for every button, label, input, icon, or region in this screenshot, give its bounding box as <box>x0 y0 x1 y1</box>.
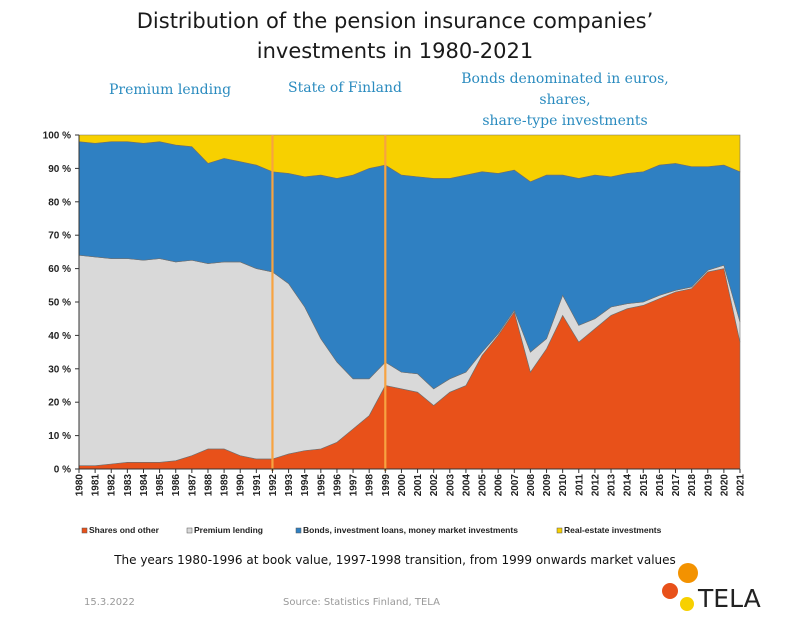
y-tick-label: 0 % <box>54 465 71 476</box>
y-tick-label: 40 % <box>48 331 71 342</box>
x-tick-label: 2016 <box>655 474 666 497</box>
period-label-state-of-finland: State of Finland <box>288 80 402 96</box>
period-label-bonds-line-2: share-type investments <box>482 113 648 129</box>
footer-source: Source: Statistics Finland, TELA <box>283 597 440 608</box>
logo-dot-orange <box>678 563 698 583</box>
x-tick-label: 1992 <box>268 474 279 497</box>
x-tick-label: 1993 <box>284 474 295 497</box>
tela-logo-icon <box>662 563 698 611</box>
y-tick-label: 10 % <box>48 431 71 442</box>
y-tick-label: 50 % <box>48 298 71 309</box>
plot-areas <box>78 134 741 470</box>
x-tick-label: 2004 <box>461 474 472 497</box>
x-tick-label: 2013 <box>607 474 618 497</box>
x-tick-label: 2002 <box>429 474 440 497</box>
x-tick-label: 1980 <box>75 474 86 497</box>
chart-axes: 0 % 10 % 20 % 30 % 40 % 50 % 60 % 70 % 80 % 90 % 1… <box>43 131 747 497</box>
y-tick-label: 30 % <box>48 364 71 375</box>
x-tick-label: 2009 <box>542 474 553 497</box>
logo-dot-red <box>662 583 678 599</box>
y-tick-label: 80 % <box>48 197 71 208</box>
valuation-note: The years 1980-1996 at book value, 1997-… <box>114 553 676 567</box>
x-tick-label: 2006 <box>494 474 505 497</box>
period-label-bonds-shares: Bonds denominated in euros, shares, shar… <box>440 69 690 132</box>
legend-label-2: Bonds, investment loans, money market in… <box>303 525 518 535</box>
x-tick-label: 2015 <box>639 474 650 497</box>
x-tick-label: 1988 <box>203 474 214 497</box>
chart-legend: Shares ond other Premium lending Bonds, in… <box>81 525 662 535</box>
x-tick-label: 2005 <box>478 474 489 497</box>
x-tick-label: 1982 <box>107 474 118 497</box>
x-tick-label: 2019 <box>703 474 714 497</box>
y-tick-label: 20 % <box>48 398 71 409</box>
x-tick-label: 1986 <box>171 474 182 497</box>
legend-swatch-2 <box>295 527 302 534</box>
chart-title: Distribution of the pension insurance co… <box>0 6 790 66</box>
logo-text: TELA <box>698 584 761 613</box>
legend-label-1: Premium lending <box>194 525 263 535</box>
x-tick-label: 1998 <box>365 474 376 497</box>
x-tick-label: 1999 <box>381 474 392 497</box>
x-tick-label: 1997 <box>349 474 360 497</box>
y-tick-label: 100 % <box>43 131 71 142</box>
x-tick-label: 1994 <box>300 474 311 497</box>
x-tick-label: 1987 <box>187 474 198 497</box>
legend-swatch-3 <box>556 527 563 534</box>
x-tick-label: 2007 <box>510 474 521 497</box>
x-tick-label: 1995 <box>316 474 327 497</box>
chart-title-line-2: investments in 1980-2021 <box>256 39 534 63</box>
x-tick-label: 1984 <box>139 474 150 497</box>
x-tick-label: 2008 <box>526 474 537 497</box>
x-tick-label: 2001 <box>413 474 424 497</box>
chart-title-line-1: Distribution of the pension insurance co… <box>136 9 654 33</box>
legend-swatch-0 <box>81 527 88 534</box>
x-tick-label: 2018 <box>687 474 698 497</box>
x-tick-label: 2010 <box>558 474 569 497</box>
x-tick-label: 1981 <box>91 474 102 497</box>
x-tick-label: 1996 <box>332 474 343 497</box>
x-tick-label: 2012 <box>590 474 601 497</box>
x-tick-label: 2003 <box>445 474 456 497</box>
logo-dot-yellow <box>680 597 694 611</box>
x-tick-label: 1989 <box>220 474 231 497</box>
period-label-premium-lending: Premium lending <box>108 82 232 98</box>
legend-swatch-1 <box>186 527 193 534</box>
area-series-3 <box>78 134 741 183</box>
y-tick-label: 90 % <box>48 164 71 175</box>
x-tick-label: 1983 <box>123 474 134 497</box>
period-label-bonds-line-1: Bonds denominated in euros, shares, <box>461 71 669 108</box>
x-tick-label: 2014 <box>623 474 634 497</box>
x-tick-label: 2011 <box>574 474 585 496</box>
x-tick-label: 1991 <box>252 474 263 497</box>
legend-label-3: Real-estate investments <box>564 525 662 535</box>
x-tick-label: 2000 <box>397 474 408 497</box>
x-tick-label: 2021 <box>736 474 747 497</box>
y-tick-label: 70 % <box>48 231 71 242</box>
legend-label-0: Shares ond other <box>89 525 160 535</box>
stacked-area-chart: 0 % 10 % 20 % 30 % 40 % 50 % 60 % 70 % 80 % 90 % 1… <box>43 131 747 536</box>
x-tick-label: 2020 <box>719 474 730 497</box>
x-tick-label: 1985 <box>155 474 166 497</box>
footer-date: 15.3.2022 <box>84 597 135 608</box>
x-tick-label: 1990 <box>236 474 247 497</box>
x-tick-label: 2017 <box>671 474 682 497</box>
period-dividers <box>271 135 387 471</box>
y-tick-label: 60 % <box>48 264 71 275</box>
